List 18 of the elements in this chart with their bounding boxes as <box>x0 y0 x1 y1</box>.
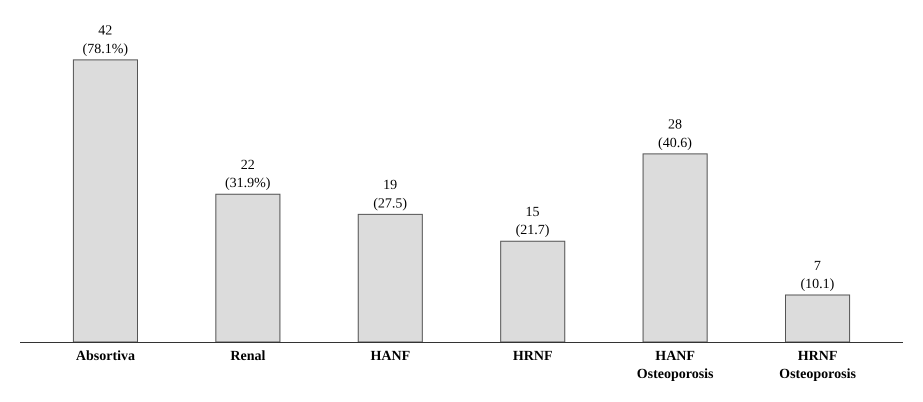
x-tick-label: HANF Osteoporosis <box>636 348 714 382</box>
x-tick-label: Renal <box>230 348 266 364</box>
x-tick-label: HANF <box>370 348 410 364</box>
data-label: 28 (40.6) <box>658 118 692 151</box>
bar <box>72 59 138 342</box>
bar <box>215 194 280 342</box>
x-tick-label: Absortiva <box>76 348 136 364</box>
data-label: 22 (31.9%) <box>224 158 271 192</box>
x-tick-label: HRNF Osteoporosis <box>779 348 856 382</box>
data-label: 19 (27.5) <box>373 178 408 212</box>
bar <box>358 214 423 342</box>
data-label: 42 (78.1%) <box>82 24 128 57</box>
x-tick-label: HRNF <box>512 348 553 364</box>
data-label: 7 (10.1) <box>800 258 835 292</box>
bar <box>785 294 850 342</box>
data-label: 15 (21.7) <box>516 205 550 238</box>
bar <box>642 153 708 342</box>
bar <box>500 240 566 342</box>
